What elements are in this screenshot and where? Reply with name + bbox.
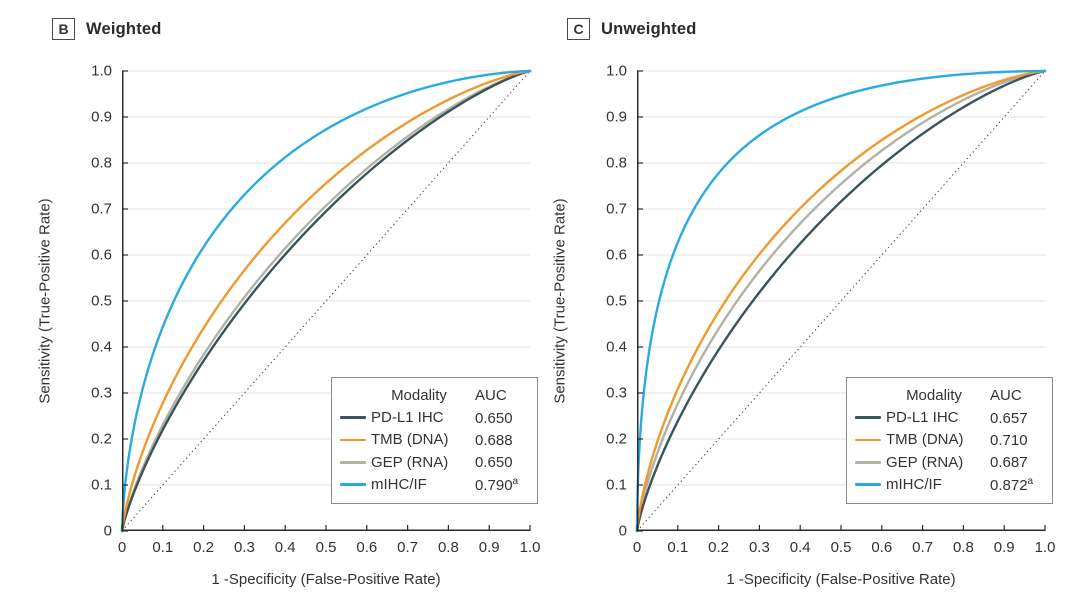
legend-auc-header: AUC bbox=[475, 386, 507, 404]
y-tick-label: 0.5 bbox=[606, 292, 627, 310]
legend-modality-header: Modality bbox=[391, 386, 447, 404]
x-tick-label: 1.0 bbox=[1034, 539, 1056, 556]
x-tick-label: 0.3 bbox=[748, 539, 770, 556]
panel-b-tag: B bbox=[52, 18, 75, 40]
legend-modality-header: Modality bbox=[906, 386, 962, 404]
legend-header-row: Modality AUC bbox=[340, 384, 531, 406]
chance-diagonal bbox=[636, 70, 1046, 532]
x-tick-label: 0.8 bbox=[952, 539, 974, 556]
gep-line-swatch bbox=[340, 461, 366, 464]
x-tick-label: 0.9 bbox=[993, 539, 1015, 556]
x-tick-label: 0 bbox=[117, 539, 127, 556]
panel-c-tag: C bbox=[567, 18, 590, 40]
y-tick-label: 0 bbox=[618, 522, 627, 540]
roc-chart-unweighted bbox=[635, 69, 1047, 533]
y-tick-label: 0.2 bbox=[606, 430, 627, 448]
y-tick-label: 0.4 bbox=[91, 338, 112, 356]
chance-diagonal bbox=[121, 70, 531, 532]
y-tick-label: 0.6 bbox=[91, 246, 112, 264]
y-tick-label: 0.9 bbox=[91, 108, 112, 126]
y-tick-label: 0.1 bbox=[606, 476, 627, 494]
x-tick-label: 0.8 bbox=[437, 539, 459, 556]
x-tick-label: 0.4 bbox=[274, 539, 296, 556]
legend-item-mihc: mIHC/IF 0.872a bbox=[855, 474, 1046, 496]
legend-item-tmb: TMB (DNA) 0.688 bbox=[340, 429, 531, 451]
y-tick-label: 1.0 bbox=[91, 62, 112, 80]
y-tick-label: 0.3 bbox=[91, 384, 112, 402]
legend-unweighted: Modality AUC PD-L1 IHC 0.657 TMB (DNA) 0… bbox=[846, 377, 1053, 504]
tmb-line-swatch bbox=[855, 438, 881, 442]
panel-b-header: B Weighted bbox=[52, 18, 162, 40]
footnote-marker: a bbox=[1027, 475, 1034, 487]
y-tick-label: 0.7 bbox=[91, 200, 112, 218]
x-tick-label: 1.0 bbox=[519, 539, 541, 556]
roc-plot-weighted: 0 0.1 0.2 0.3 0.4 0.5 0.6 0.7 0.8 0.9 1.0 0 0.1 0.2 0… bbox=[37, 63, 541, 589]
x-tick-label: 0.3 bbox=[233, 539, 255, 556]
x-tick-label: 0.6 bbox=[871, 539, 893, 556]
legend-item-pdl1: PD-L1 IHC 0.650 bbox=[340, 406, 531, 428]
legend-header-row: Modality AUC bbox=[855, 384, 1046, 406]
footnote-marker: a bbox=[512, 475, 519, 487]
mihc-line-swatch bbox=[340, 483, 366, 487]
tmb-line-swatch bbox=[340, 438, 366, 442]
y-tick-label: 0.9 bbox=[606, 108, 627, 126]
roc-plot-unweighted: 0 0.1 0.2 0.3 0.4 0.5 0.6 0.7 0.8 0.9 1.0 0 0.1 0.2 0… bbox=[552, 63, 1056, 589]
x-tick-label: 0.5 bbox=[315, 539, 337, 556]
x-tick-label: 0.4 bbox=[789, 539, 811, 556]
y-axis-tick-labels: 0 0.1 0.2 0.3 0.4 0.5 0.6 0.7 0.8 0.9 1.0 bbox=[78, 63, 112, 540]
x-tick-label: 0.1 bbox=[667, 539, 689, 556]
y-tick-label: 0.4 bbox=[606, 338, 627, 356]
y-tick-label: 0 bbox=[103, 522, 112, 540]
pdl1-line-swatch bbox=[340, 416, 366, 419]
legend-item-pdl1: PD-L1 IHC 0.657 bbox=[855, 406, 1046, 428]
pdl1-line-swatch bbox=[855, 416, 881, 419]
gridlines bbox=[122, 70, 530, 486]
legend-auc-header: AUC bbox=[990, 386, 1022, 404]
y-tick-label: 1.0 bbox=[606, 62, 627, 80]
legend-weighted: Modality AUC PD-L1 IHC 0.650 TMB (DNA) 0… bbox=[331, 377, 538, 504]
panel-b-title: Weighted bbox=[86, 19, 162, 38]
x-axis-title: 1 -Specificity (False-Positive Rate) bbox=[726, 571, 956, 588]
y-tick-label: 0.2 bbox=[91, 430, 112, 448]
x-tick-label: 0.2 bbox=[708, 539, 730, 556]
x-tick-label: 0 bbox=[632, 539, 642, 556]
y-tick-label: 0.8 bbox=[91, 154, 112, 172]
roc-chart-weighted bbox=[120, 69, 532, 533]
y-tick-label: 0.8 bbox=[606, 154, 627, 172]
x-tick-label: 0.1 bbox=[152, 539, 174, 556]
y-axis-title: Sensitivity (True-Positive Rate) bbox=[36, 198, 54, 404]
x-tick-label: 0.2 bbox=[193, 539, 215, 556]
y-tick-label: 0.5 bbox=[91, 292, 112, 310]
x-tick-label: 0.9 bbox=[478, 539, 500, 556]
gep-line-swatch bbox=[855, 461, 881, 464]
y-tick-label: 0.1 bbox=[91, 476, 112, 494]
y-axis-title: Sensitivity (True-Positive Rate) bbox=[551, 198, 569, 404]
y-tick-label: 0.6 bbox=[606, 246, 627, 264]
panel-c-header: C Unweighted bbox=[567, 18, 697, 40]
legend-item-mihc: mIHC/IF 0.790a bbox=[340, 474, 531, 496]
mihc-line-swatch bbox=[855, 483, 881, 487]
x-axis-tick-labels: 0 0.1 0.2 0.3 0.4 0.5 0.6 0.7 0.8 0.9 1.0 bbox=[118, 539, 541, 559]
y-tick-label: 0.7 bbox=[606, 200, 627, 218]
legend-item-tmb: TMB (DNA) 0.710 bbox=[855, 429, 1046, 451]
panel-c-title: Unweighted bbox=[601, 19, 697, 38]
y-axis-tick-labels: 0 0.1 0.2 0.3 0.4 0.5 0.6 0.7 0.8 0.9 1.0 bbox=[593, 63, 627, 540]
legend-item-gep: GEP (RNA) 0.687 bbox=[855, 451, 1046, 473]
x-axis-title: 1 -Specificity (False-Positive Rate) bbox=[211, 571, 441, 588]
legend-item-gep: GEP (RNA) 0.650 bbox=[340, 451, 531, 473]
y-tick-label: 0.3 bbox=[606, 384, 627, 402]
x-tick-label: 0.7 bbox=[397, 539, 419, 556]
x-axis-tick-labels: 0 0.1 0.2 0.3 0.4 0.5 0.6 0.7 0.8 0.9 1.0 bbox=[633, 539, 1056, 559]
x-tick-label: 0.5 bbox=[830, 539, 852, 556]
x-tick-label: 0.7 bbox=[912, 539, 934, 556]
x-tick-label: 0.6 bbox=[356, 539, 378, 556]
